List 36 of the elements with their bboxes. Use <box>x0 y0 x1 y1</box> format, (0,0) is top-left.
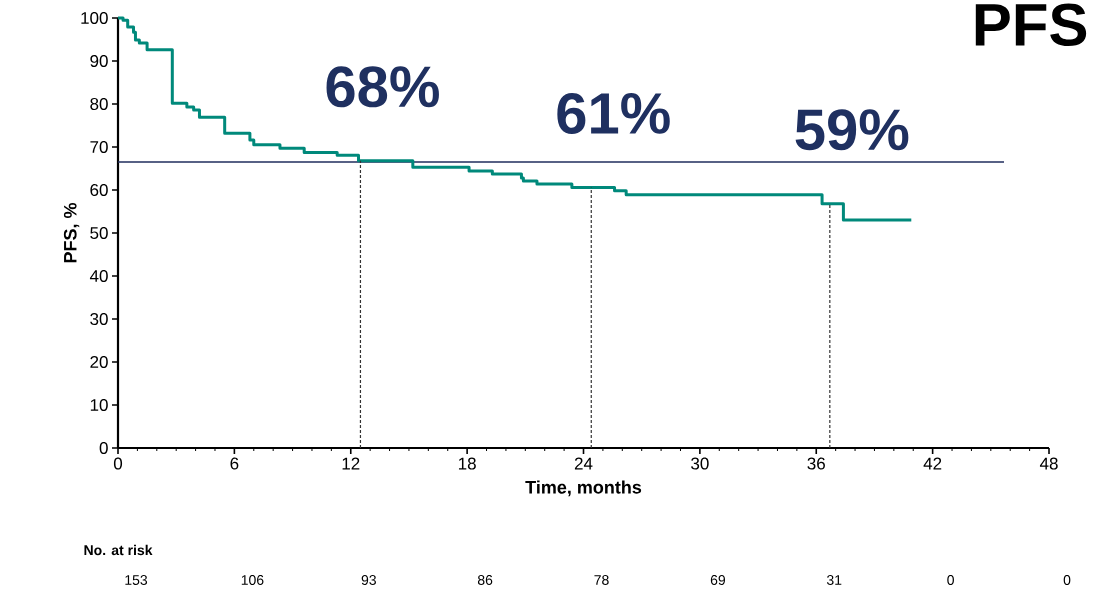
text: 31 <box>826 575 842 585</box>
x-tick-label: 6 <box>230 457 239 470</box>
y-tick-label: 50 <box>90 226 108 240</box>
y-tick-label: 0 <box>99 441 108 455</box>
text: No. at risk <box>84 544 153 556</box>
x-tick-label: 42 <box>923 457 942 470</box>
text: 0 <box>947 575 954 585</box>
y-tick-label: 10 <box>90 398 108 412</box>
x-tick-label: 48 <box>1039 457 1058 470</box>
annotation: 61% <box>557 92 670 134</box>
text: 78 <box>594 575 609 585</box>
x-tick-label: 0 <box>113 457 123 470</box>
y-tick-label: 90 <box>90 54 108 68</box>
text: 106 <box>241 575 264 585</box>
y-tick-label: 20 <box>90 355 108 369</box>
x-axis-title: Time, months <box>525 480 642 497</box>
x-tick-label: 36 <box>807 457 825 470</box>
annotation: 68% <box>326 66 439 108</box>
chart-title: PFS <box>975 3 1087 46</box>
text: 69 <box>710 575 726 585</box>
x-tick-label: 12 <box>342 457 360 470</box>
y-tick-label: 40 <box>89 269 108 283</box>
y-tick-label: 60 <box>90 183 108 197</box>
y-tick-label: 100 <box>81 11 108 25</box>
y-tick-label: 30 <box>90 312 108 326</box>
y-tick-label: 70 <box>90 140 108 154</box>
x-tick-label: 18 <box>458 457 476 470</box>
y-tick-label: 80 <box>90 97 108 111</box>
x-tick-label: 30 <box>691 457 709 470</box>
text: 86 <box>477 575 493 585</box>
annotation: 59% <box>795 109 909 151</box>
text: 93 <box>361 575 376 585</box>
text: 153 <box>125 575 148 585</box>
y-axis-title: PFS, % <box>63 202 80 263</box>
text: 0 <box>1063 575 1071 585</box>
x-tick-label: 24 <box>574 457 593 470</box>
